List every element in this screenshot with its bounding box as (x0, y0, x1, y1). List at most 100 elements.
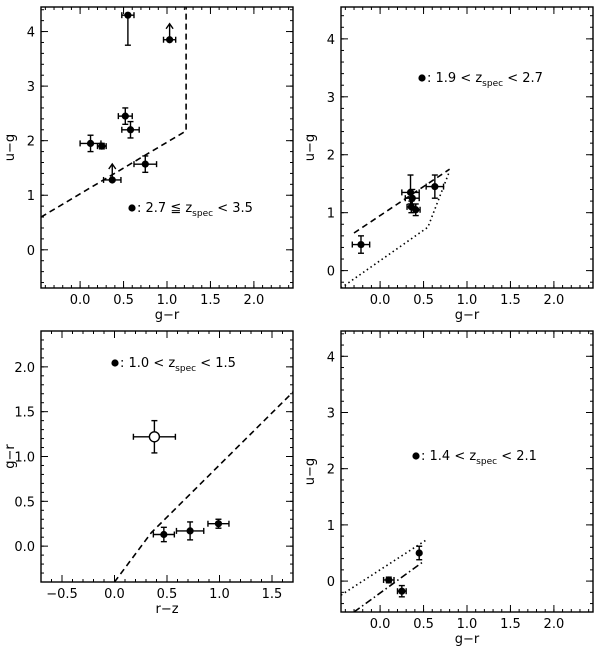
x-tick-label: 1.0 (457, 293, 478, 308)
y-axis-label: u−g (303, 458, 318, 485)
x-tick-label: 2.0 (244, 293, 265, 308)
x-tick-label: 0.0 (104, 587, 125, 602)
filled-circle-marker (98, 142, 106, 150)
y-tick-label: 4 (327, 350, 335, 365)
legend-label: : 2.7 ≦ zspec < 3.5 (137, 201, 253, 219)
filled-circle-marker (431, 183, 439, 191)
y-tick-label: 0 (27, 244, 35, 259)
data-point (162, 22, 177, 44)
x-tick-label: 1.5 (500, 617, 521, 632)
data-point (396, 584, 407, 598)
y-tick-label: 1 (327, 207, 335, 222)
y-tick-label: 0 (327, 265, 335, 280)
legend-subscript: spec (192, 209, 213, 219)
y-axis-label: g−r (3, 444, 18, 469)
arrow-head (108, 162, 117, 170)
x-axis-label: g−r (455, 308, 480, 323)
y-tick-label: 2 (327, 463, 335, 478)
filled-circle-marker (412, 206, 420, 214)
plot-frame (340, 6, 594, 289)
filled-circle-marker (415, 549, 423, 557)
legend-marker (418, 74, 426, 82)
y-tick-label: 2.0 (14, 361, 35, 376)
x-axis-label: r−z (155, 602, 178, 617)
legend-prefix: : 1.0 < z (120, 356, 175, 371)
y-tick-label: 2 (327, 149, 335, 164)
x-tick-label: 0.5 (413, 617, 434, 632)
x-tick-label: 1.0 (457, 617, 478, 632)
legend-subscript: spec (175, 364, 196, 374)
legend: : 1.0 < zspec < 1.5 (111, 356, 236, 374)
y-tick-label: 1.5 (14, 406, 35, 421)
filled-circle-marker (141, 160, 149, 168)
filled-circle-marker (124, 11, 132, 19)
y-tick-label: 4 (27, 26, 35, 41)
filled-circle-marker (214, 520, 223, 528)
legend-marker (128, 204, 136, 212)
y-tick-label: 3 (327, 91, 335, 106)
legend: : 1.9 < zspec < 2.7 (418, 71, 543, 89)
x-tick-label: 1.0 (157, 293, 178, 308)
data-point (117, 107, 133, 126)
y-tick-label: 0.5 (14, 495, 35, 510)
panel-bottom-right: 0.0 0.5 1.0 1.5 2.0 0 1 2 3 4 g−r u−g: 1.4 < zspec … (303, 330, 594, 647)
data-point (132, 419, 177, 454)
data-point (207, 518, 230, 529)
filled-circle-marker (408, 194, 416, 202)
filled-circle-marker (126, 126, 135, 134)
x-tick-label: 1.0 (209, 587, 230, 602)
data-point (121, 11, 135, 46)
data-point (175, 521, 205, 541)
y-tick-label: 1 (327, 519, 335, 534)
x-tick-label: −0.5 (46, 587, 78, 602)
x-tick-label: 2.0 (544, 617, 565, 632)
panel-bottom-left: −0.5 0.0 0.5 1.0 1.5 0.0 0.5 1.0 1.5 2.0 r−z g−r : 1… (3, 330, 294, 617)
x-axis-label: g−r (455, 632, 480, 647)
legend-subscript: spec (476, 457, 497, 467)
dashed-selection-line (41, 7, 187, 218)
y-tick-label: 1 (27, 189, 35, 204)
data-point (96, 142, 107, 150)
filled-circle-marker (121, 112, 129, 120)
panel-top-left: 0.0 0.5 1.0 1.5 2.0 0 1 2 3 4 g−r u−g: 2.7 ≦ zspec … (3, 6, 294, 323)
y-axis-label: u−g (3, 134, 18, 161)
y-tick-label: 2 (27, 135, 35, 150)
arrow-head (165, 22, 174, 30)
filled-circle-marker (108, 176, 116, 184)
y-tick-label: 0.0 (14, 540, 35, 555)
filled-circle-marker (86, 139, 95, 148)
legend-suffix: < 1.5 (196, 356, 236, 371)
legend-prefix: : 2.7 ≦ z (137, 201, 192, 216)
y-tick-label: 0 (327, 575, 335, 590)
data-point (410, 203, 421, 217)
x-tick-label: 0.5 (113, 293, 134, 308)
legend-subscript: spec (482, 79, 503, 89)
legend-suffix: < 2.7 (503, 71, 543, 86)
x-tick-label: 0.5 (413, 293, 434, 308)
x-tick-label: 1.5 (500, 293, 521, 308)
filled-circle-marker (160, 530, 168, 539)
data-point (121, 120, 140, 139)
data-point (152, 526, 176, 543)
legend-label: : 1.9 < zspec < 2.7 (427, 71, 543, 89)
y-tick-label: 4 (327, 33, 335, 48)
x-tick-label: 0.0 (370, 617, 391, 632)
x-tick-label: 1.5 (200, 293, 221, 308)
x-axis-label: g−r (155, 308, 180, 323)
legend: : 2.7 ≦ zspec < 3.5 (128, 201, 253, 219)
legend-marker (412, 452, 420, 460)
data-point (102, 162, 122, 184)
dashed-selection-line (113, 391, 293, 582)
data-point (382, 576, 395, 584)
plot-frame (40, 6, 294, 289)
filled-circle-marker (166, 36, 174, 44)
filled-circle-marker (398, 587, 406, 595)
x-tick-label: 0.5 (157, 587, 178, 602)
filled-circle-marker (357, 240, 365, 249)
x-tick-label: 1.5 (262, 587, 283, 602)
data-point (425, 174, 445, 199)
legend-label: : 1.4 < zspec < 2.1 (421, 449, 537, 467)
y-axis-label: u−g (303, 134, 318, 161)
y-tick-label: 1.0 (14, 451, 35, 466)
